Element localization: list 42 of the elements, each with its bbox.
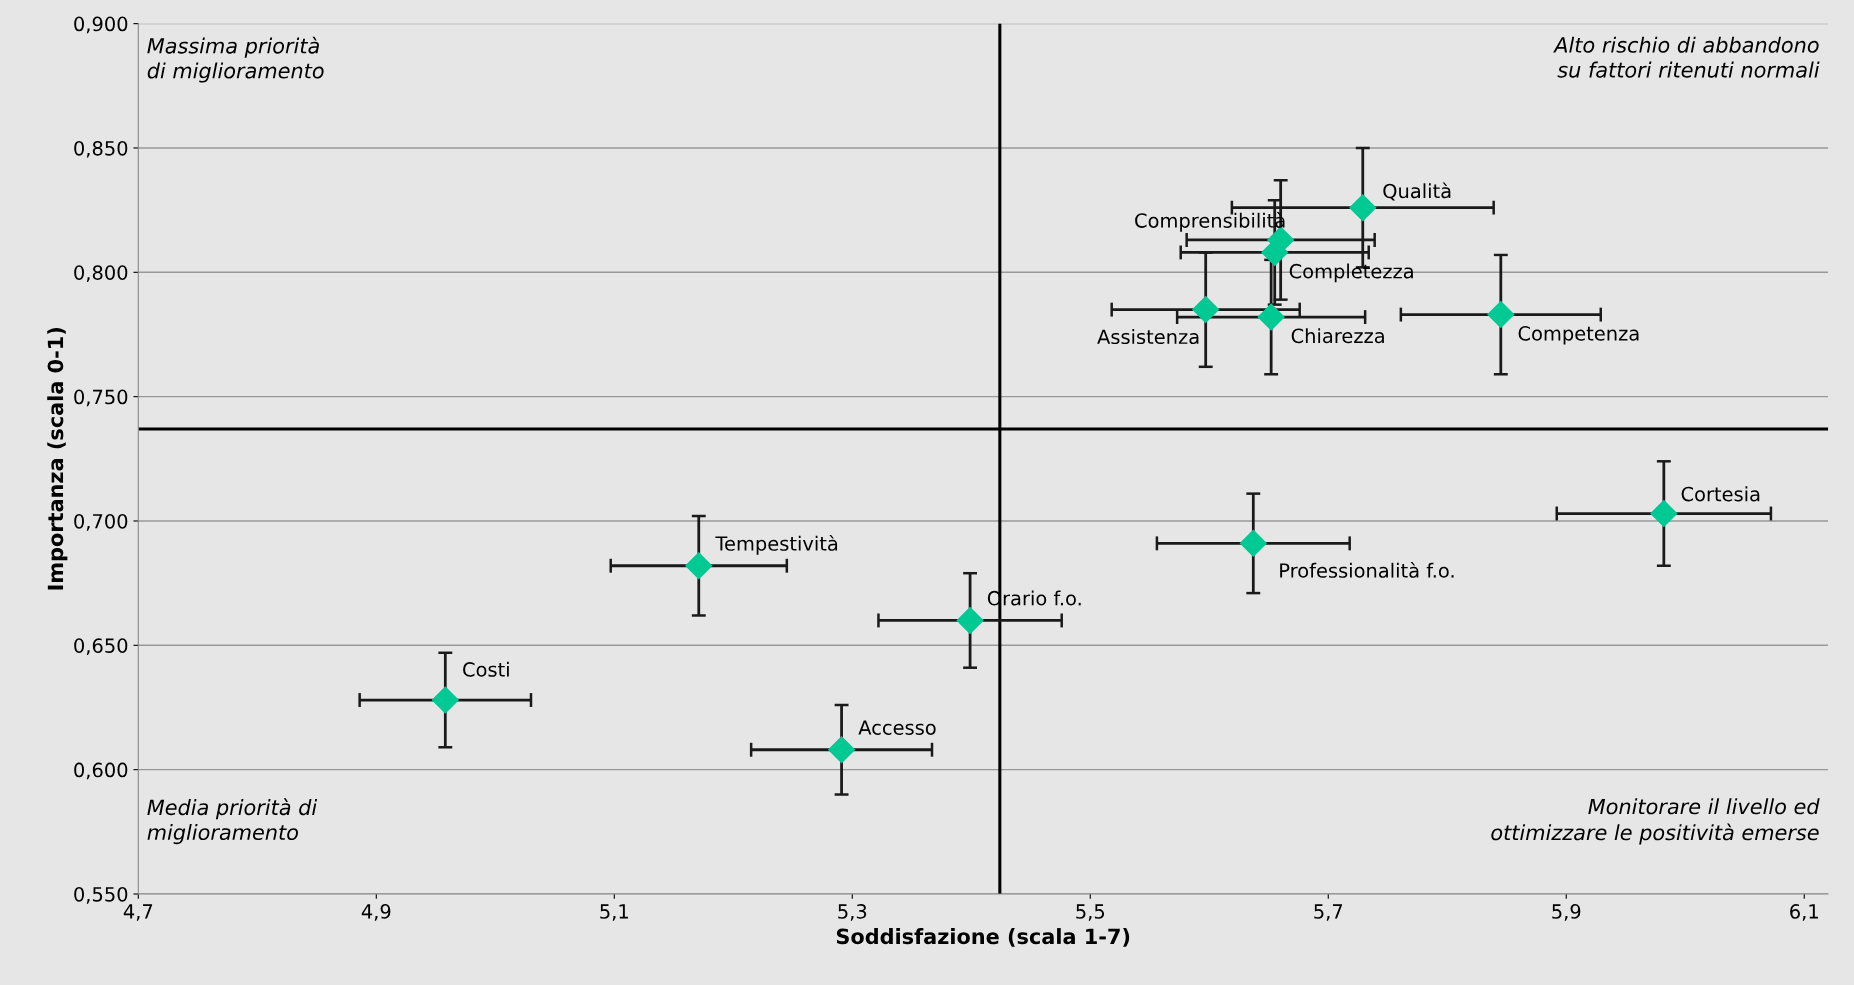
point xyxy=(685,552,713,580)
x-tick-label: 4,7 xyxy=(123,904,153,921)
x-tick-label: 5,7 xyxy=(1314,904,1343,921)
point xyxy=(1257,303,1285,331)
series-label: Professionalità f.o. xyxy=(1280,562,1454,578)
series-label: Tempestività xyxy=(715,535,838,555)
point xyxy=(1349,194,1377,222)
point xyxy=(431,686,459,714)
y-axis-title: Importanza (scala 0-1) xyxy=(47,328,68,590)
point xyxy=(1192,296,1220,324)
y-tick-label: 0,650 xyxy=(74,638,128,655)
point xyxy=(1239,529,1267,557)
series-label: Competenza xyxy=(1518,326,1639,345)
x-axis-title: Soddisfazione (scala 1-7) xyxy=(836,928,1130,947)
point xyxy=(1650,500,1678,527)
series-label: Cortesia xyxy=(1681,486,1760,502)
y-tick-label: 0,600 xyxy=(74,762,128,780)
y-tick-label: 0,700 xyxy=(74,513,128,531)
series-label: Chiarezza xyxy=(1291,328,1384,344)
x-tick-label: 5,3 xyxy=(838,904,867,921)
y-tick-label: 0,900 xyxy=(74,16,128,34)
point xyxy=(828,736,856,764)
y-tick-label: 0,750 xyxy=(74,389,128,407)
y-tick-label: 0,850 xyxy=(74,140,128,158)
point xyxy=(1487,301,1515,329)
annotation: Monitorare il livello ed ottimizzare le positività emerse xyxy=(1491,798,1820,845)
series-label: Completezza xyxy=(1289,263,1413,283)
series-label: Accesso xyxy=(858,720,936,735)
x-tick-label: 5,1 xyxy=(600,904,628,921)
series-label: Costi xyxy=(463,661,509,677)
series-label: Qualità xyxy=(1383,182,1451,201)
x-tick-label: 5,5 xyxy=(1076,904,1105,921)
x-tick-label: 5,9 xyxy=(1552,904,1581,921)
annotation: Alto rischio di abbandono su fattori ritenuti normali xyxy=(1553,36,1820,78)
y-tick-label: 0,800 xyxy=(74,265,128,282)
annotation: Massima priorità di miglioramento xyxy=(147,36,324,83)
annotation: Media priorità di miglioramento xyxy=(147,798,318,845)
y-tick-label: 0,550 xyxy=(74,886,128,904)
series-label: Assistenza xyxy=(1097,329,1199,345)
x-tick-label: 4,9 xyxy=(361,904,391,921)
x-tick-label: 6,1 xyxy=(1790,904,1818,921)
point xyxy=(956,606,984,634)
